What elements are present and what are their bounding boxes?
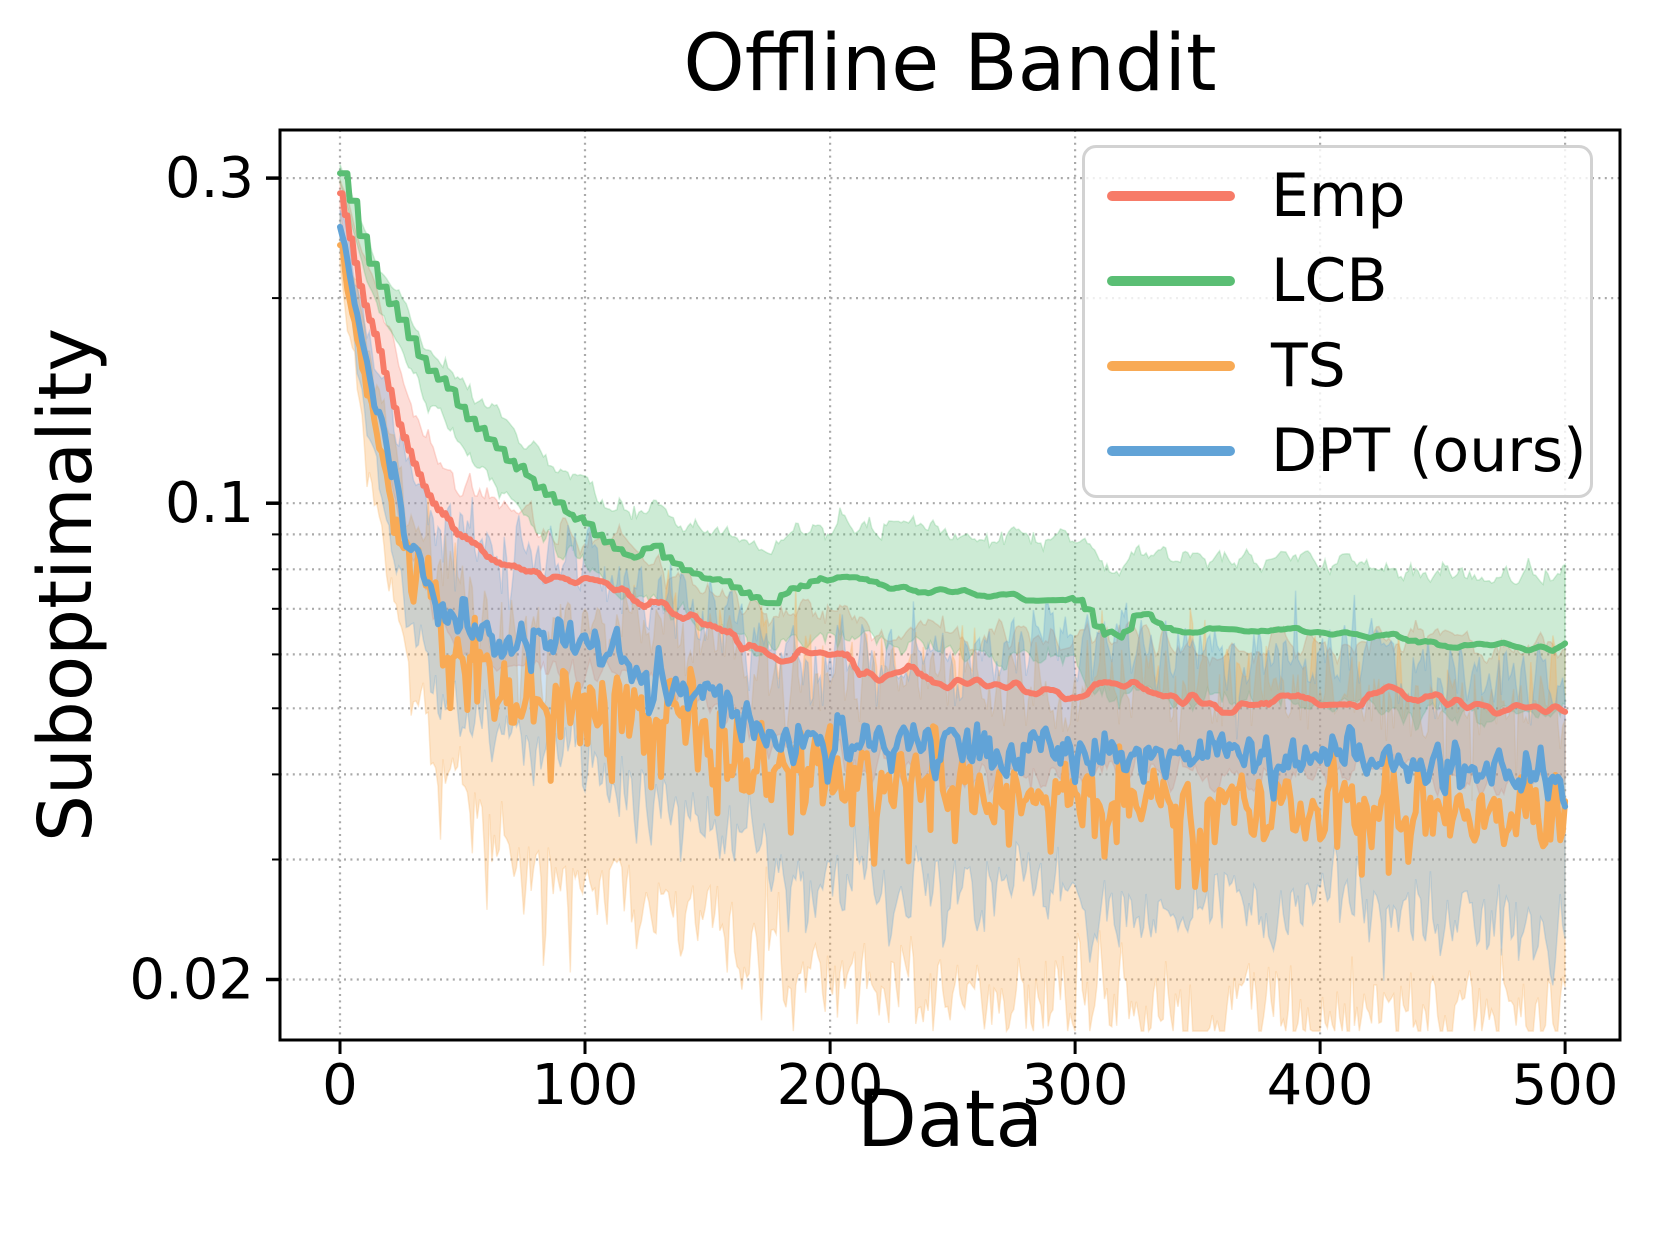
x-tick-label-0: 0	[322, 1053, 358, 1118]
series-line-lcb	[337, 170, 1569, 654]
legend-item-dpt-ours: DPT (ours)	[1085, 408, 1590, 493]
plot-border	[278, 128, 1622, 1042]
legend-item-ts: TS	[1085, 323, 1590, 408]
legend-swatch-lcb	[1107, 275, 1235, 286]
x-tick-label-400: 400	[1267, 1053, 1374, 1118]
y-tick-label-0.1: 0.1	[165, 471, 254, 536]
legend-label-emp: Emp	[1271, 160, 1406, 231]
y-tick-label-0.3: 0.3	[165, 146, 254, 211]
x-tick-label-200: 200	[777, 1053, 884, 1118]
y-tick-label-0.02: 0.02	[129, 948, 254, 1013]
tick-labels: 0 100 200 300 400 500 0.3 0.1 0.02	[129, 146, 1618, 1118]
x-tick-label-100: 100	[532, 1053, 639, 1118]
series-line-emp	[337, 190, 1569, 717]
series-band-emp	[339, 179, 1566, 805]
x-tick-label-300: 300	[1022, 1053, 1129, 1118]
y-axis-label: Suboptimality	[23, 327, 109, 843]
legend-label-lcb: LCB	[1271, 245, 1388, 316]
series-line-dpt-ours	[337, 223, 1569, 810]
x-axis-label: Data	[856, 1075, 1044, 1165]
series-lines	[337, 170, 1569, 893]
legend-label-dpt-ours: DPT (ours)	[1271, 415, 1587, 486]
ticks	[266, 176, 1567, 1054]
legend-swatch-ts	[1107, 360, 1235, 371]
legend: Emp LCB TS DPT (ours)	[1082, 145, 1593, 498]
legend-swatch-emp	[1107, 190, 1235, 201]
legend-label-ts: TS	[1271, 330, 1346, 401]
chart-title: Offline Bandit	[683, 19, 1217, 109]
series-line-ts	[337, 242, 1569, 893]
legend-item-emp: Emp	[1085, 153, 1590, 238]
legend-swatch-dpt-ours	[1107, 445, 1235, 456]
legend-item-lcb: LCB	[1085, 238, 1590, 323]
x-tick-label-500: 500	[1512, 1053, 1619, 1118]
gridlines	[280, 130, 1620, 1040]
series-band-lcb	[339, 163, 1566, 732]
